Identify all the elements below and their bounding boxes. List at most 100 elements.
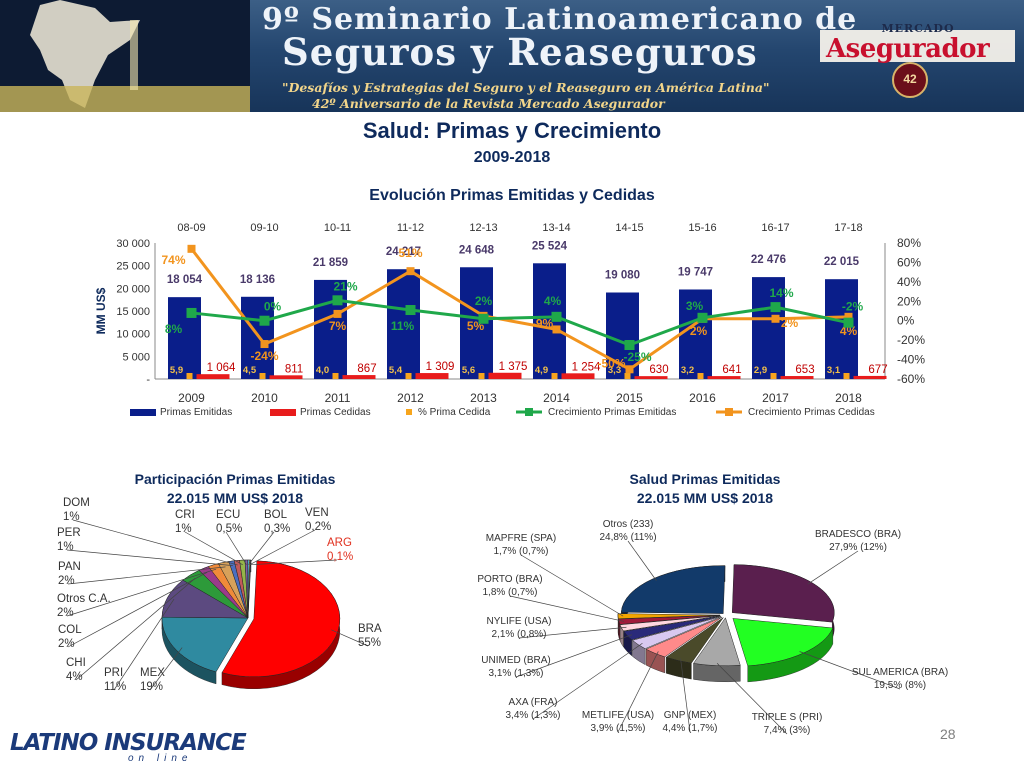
marker-pct-cedida <box>405 373 412 379</box>
pie-leader-line <box>509 595 625 622</box>
bar-primas-cedidas <box>488 372 522 379</box>
pie-slice-name: GNP (MEX) <box>664 710 717 721</box>
pie-slice-name: PAN <box>58 561 81 573</box>
label-primas-cedidas: 867 <box>357 363 376 375</box>
pie-leader-line <box>331 629 369 647</box>
label-primas-emitidas: 18 136 <box>240 274 275 286</box>
label-crecimiento-cedidas: 2% <box>781 316 799 330</box>
marker-crecimiento-emitidas <box>186 307 197 318</box>
marker-pct-cedida <box>186 373 193 379</box>
label-crecimiento-cedidas: -50% <box>597 356 625 370</box>
pie-slice <box>161 579 249 619</box>
pie-slice-side <box>645 648 666 674</box>
label-crecimiento-cedidas: 2% <box>690 324 708 338</box>
pie-leader-line <box>149 647 183 691</box>
marker-crecimiento-emitidas <box>843 317 854 328</box>
label-primas-cedidas: 1 064 <box>207 362 236 374</box>
pie-slice-side <box>247 559 250 573</box>
pie-slice-name: PRI <box>104 667 123 679</box>
bar-primas-emitidas <box>752 277 785 379</box>
marker-crecimiento-emitidas <box>259 315 270 326</box>
pie1-title-block: Participación Primas Emitidas 22.015 MM … <box>90 470 380 508</box>
pie-slice-side <box>208 563 219 579</box>
period-label: 14-15 <box>615 222 643 234</box>
pie-slice-side <box>632 639 646 665</box>
y-tick-label: 20 000 <box>116 283 150 295</box>
label-primas-cedidas: 811 <box>285 363 303 375</box>
legend-swatch <box>270 409 296 416</box>
pie-slice <box>247 559 252 619</box>
marker-pct-cedida <box>551 373 558 379</box>
pie-slice <box>621 565 726 614</box>
pie-slice-value: 1% <box>57 541 74 553</box>
marker-pct-cedida <box>697 373 704 379</box>
pie-leader-line <box>184 531 243 566</box>
label-pct-cedida: 5,9 <box>170 365 183 376</box>
marker-pct-cedida <box>332 373 339 379</box>
label-pct-cedida: 5,6 <box>462 365 475 376</box>
label-pct-cedida: 3,1 <box>827 365 841 376</box>
pie-slice-name: COL <box>58 624 82 636</box>
pie-slice-side <box>733 564 835 639</box>
latino-insurance-logo-sub: on line <box>128 753 193 764</box>
bar-primas-cedidas <box>415 373 449 379</box>
period-label: 17-18 <box>834 222 862 234</box>
label-primas-cedidas: 1 254 <box>572 361 601 373</box>
marker-crecimiento-emitidas <box>332 295 343 306</box>
pie-leader-line <box>66 549 233 566</box>
pie-slice-name: BRADESCO (BRA) <box>815 529 901 540</box>
pie-slice <box>732 618 834 667</box>
banner-line-4: 42º Aniversario de la Revista Mercado As… <box>312 96 665 111</box>
label-crecimiento-cedidas: -24% <box>250 349 278 363</box>
pie-slice-name: ARG <box>327 537 352 549</box>
page-subtitle: 2009-2018 <box>473 149 551 166</box>
anniversary-seal-icon <box>892 62 928 98</box>
pie-slice-name: CHI <box>66 657 86 669</box>
pie-slice-value: 27,9% (12%) <box>829 542 887 553</box>
pie-slice-value: 1% <box>175 523 192 535</box>
pie-slice-name: BOL <box>264 509 288 521</box>
label-crecimiento-emitidas: -25% <box>623 350 651 364</box>
pie-slice-name: Otros (233) <box>603 519 654 530</box>
pie-slice <box>244 559 249 619</box>
bar-primas-cedidas <box>342 375 376 379</box>
label-primas-emitidas: 22 015 <box>824 256 860 268</box>
pie-slice-name: Otros C.A. <box>57 593 111 605</box>
marker-crecimiento-cedidas <box>552 325 561 334</box>
pie-slice-value: 24,8% (11%) <box>599 532 656 543</box>
period-label: 09-10 <box>250 222 278 234</box>
marker-pct-cedida <box>770 373 777 379</box>
pie-leader-line <box>66 568 217 617</box>
pie-slice-name: PER <box>57 527 81 539</box>
y-tick-label: - <box>146 374 150 386</box>
pie-slice-value: 55% <box>358 637 381 649</box>
pie-slice-value: 3,4% (1,3%) <box>505 710 560 721</box>
pie-slice-side <box>198 566 209 583</box>
label-primas-cedidas: 1 375 <box>499 361 528 373</box>
pie-slice <box>228 560 249 619</box>
pie-slice-name: TRIPLE S (PRI) <box>752 712 823 723</box>
pie-leader-line <box>807 550 859 585</box>
marker-crecimiento-emitidas <box>624 340 635 350</box>
pie-slice-side <box>218 561 230 576</box>
pie-slice <box>182 570 249 619</box>
page-title: Salud: Primas y Crecimiento <box>362 118 662 143</box>
latino-insurance-logo: LATINO INSURANCE <box>10 730 247 756</box>
y-tick-label: 30 000 <box>116 238 150 250</box>
label-pct-cedida: 5,4 <box>389 365 403 376</box>
pie-slice-value: 2,1% (0,8%) <box>491 629 546 640</box>
marker-pct-cedida <box>478 373 485 379</box>
pie-slice <box>665 617 724 664</box>
label-primas-emitidas: 24 217 <box>386 246 421 258</box>
marker-crecimiento-emitidas <box>478 313 489 324</box>
pie-leader-line <box>617 651 659 733</box>
pie-slice-side <box>233 560 240 573</box>
marker-pct-cedida <box>843 373 850 379</box>
bar-primas-cedidas <box>707 376 741 379</box>
pie-slice <box>731 564 835 623</box>
pie-slice-value: 19% <box>140 681 163 693</box>
header-banner: 9º Seminario Latinoamericano de Seguros … <box>0 0 1024 112</box>
pie-leader-line <box>680 658 691 733</box>
label-crecimiento-emitidas: 0% <box>264 300 282 314</box>
pie-slice <box>239 559 249 619</box>
